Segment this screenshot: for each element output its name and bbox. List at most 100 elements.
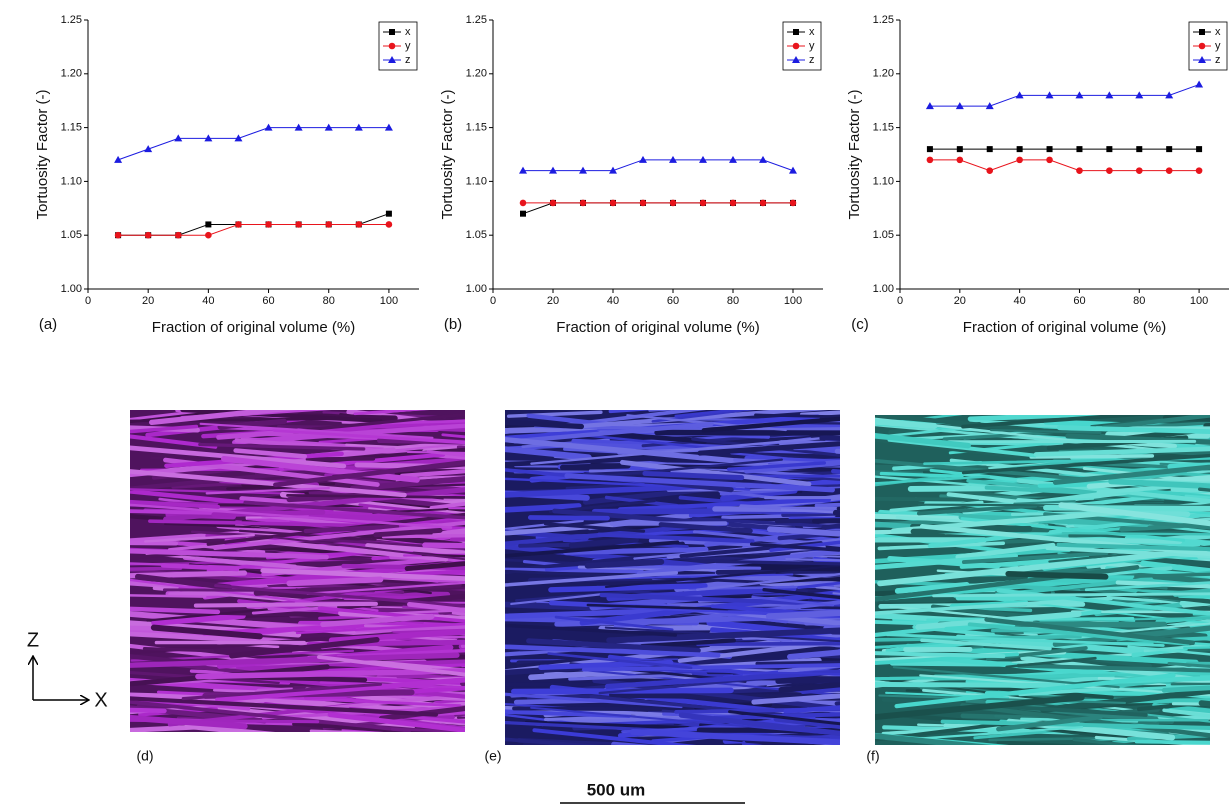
fiber <box>1005 570 1109 580</box>
fiber <box>879 471 964 479</box>
legend-label: y <box>1215 40 1221 52</box>
legend-label: z <box>1215 54 1221 66</box>
fiber <box>505 519 584 531</box>
point <box>1075 91 1084 99</box>
fiber <box>760 501 840 515</box>
fiber <box>309 729 384 732</box>
fiber <box>130 503 453 529</box>
fiber <box>875 415 963 426</box>
fiber <box>327 712 465 732</box>
x-tick-label: 60 <box>1073 295 1085 307</box>
fiber <box>728 710 840 726</box>
fiber <box>1105 566 1210 579</box>
fiber <box>360 456 465 470</box>
fiber <box>750 576 840 585</box>
fiber <box>306 581 465 595</box>
fiber <box>765 609 840 620</box>
series-line <box>118 223 389 236</box>
fiber <box>916 503 1038 516</box>
fiber <box>411 632 465 642</box>
fiber <box>613 600 840 629</box>
fiber <box>505 737 602 745</box>
fiber <box>233 448 308 459</box>
point <box>549 199 557 207</box>
point <box>1195 80 1204 88</box>
fiber <box>130 652 460 668</box>
fiber <box>773 716 840 730</box>
y-tick-label: 1.10 <box>466 175 487 187</box>
fiber <box>608 410 655 414</box>
fiber <box>961 551 1109 565</box>
y-tick-label: 1.15 <box>873 122 894 134</box>
point <box>759 155 767 163</box>
point <box>264 123 273 131</box>
fiber <box>751 595 835 607</box>
fiber <box>1134 739 1210 745</box>
point <box>1015 91 1024 99</box>
fiber <box>130 696 439 717</box>
fiber <box>793 653 840 659</box>
fiber <box>674 410 746 418</box>
fiber <box>1061 531 1210 536</box>
fiber <box>1039 616 1210 623</box>
point <box>1045 91 1054 99</box>
fibers <box>130 410 465 732</box>
point <box>699 199 707 207</box>
fiber <box>1167 661 1210 668</box>
point <box>926 146 933 153</box>
fiber <box>762 587 840 600</box>
fiber <box>505 419 585 430</box>
fiber <box>1052 464 1210 485</box>
point <box>1199 29 1205 35</box>
fiber <box>691 516 840 529</box>
fiber <box>1116 730 1210 735</box>
panel-label: (a) <box>39 316 57 333</box>
fiber <box>815 585 840 591</box>
point <box>234 134 243 142</box>
fiber <box>506 410 603 418</box>
point <box>1198 56 1206 63</box>
fiber <box>130 548 329 560</box>
fiber <box>593 573 794 580</box>
point <box>1165 167 1173 174</box>
fiber <box>901 726 1084 741</box>
fiber <box>404 561 465 572</box>
y-tick-label: 1.15 <box>466 122 487 134</box>
fiber <box>1134 572 1210 578</box>
fiber <box>996 714 1103 732</box>
fiber <box>505 571 679 587</box>
fiber <box>597 532 755 544</box>
point <box>388 56 396 63</box>
fiber <box>379 419 465 425</box>
point <box>955 102 964 110</box>
fiber <box>317 655 465 677</box>
point <box>1106 167 1113 174</box>
fiber <box>1101 415 1210 430</box>
fiber <box>399 469 465 478</box>
point <box>729 155 737 163</box>
point <box>1165 91 1174 99</box>
y-tick-label: 1.10 <box>61 175 82 187</box>
image-label: (e) <box>484 748 501 764</box>
fiber <box>144 533 255 543</box>
series-line <box>522 202 793 215</box>
fiber <box>510 593 604 606</box>
y-tick-label: 1.20 <box>61 68 82 80</box>
fiber <box>923 457 1210 466</box>
point <box>1046 156 1053 164</box>
fiber <box>1156 636 1210 643</box>
fiber <box>530 435 840 465</box>
point <box>639 199 647 207</box>
fiber <box>778 681 840 693</box>
fiber <box>797 581 840 589</box>
fiber <box>1029 454 1155 459</box>
fiber <box>875 694 1085 721</box>
fiber <box>751 693 840 705</box>
fiber <box>407 602 465 613</box>
point <box>926 156 934 164</box>
y-tick-label: 1.25 <box>466 14 487 26</box>
fiber <box>1068 488 1210 509</box>
point <box>789 199 797 207</box>
point <box>579 166 587 174</box>
fiber <box>875 565 1140 602</box>
